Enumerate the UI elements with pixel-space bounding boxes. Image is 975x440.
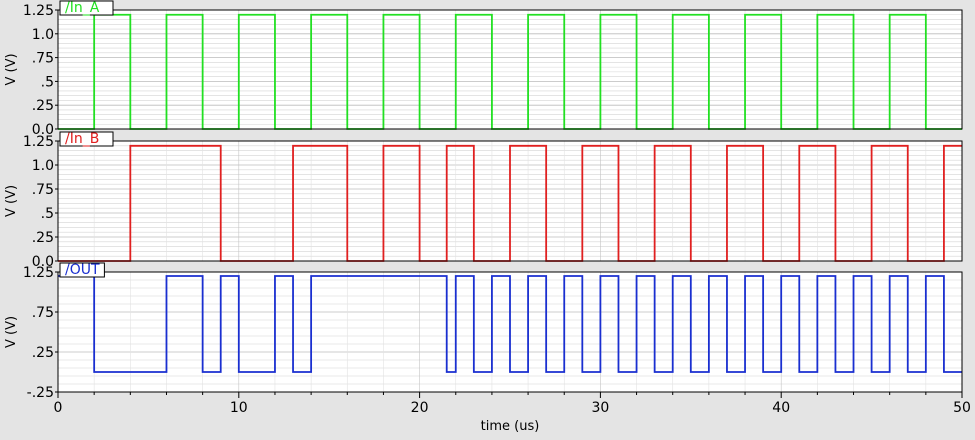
legend-box xyxy=(59,131,114,147)
y-tick-label: 0.0 xyxy=(32,254,54,270)
x-tick-label: 30 xyxy=(591,400,609,416)
x-tick-label: 10 xyxy=(230,400,248,416)
y-axis-title: V (V) xyxy=(4,316,19,348)
legend-entry[interactable]: /In_B xyxy=(59,131,114,147)
legend-box xyxy=(59,262,105,278)
legend-entry[interactable]: /OUT xyxy=(59,262,105,278)
plot-area xyxy=(58,10,962,129)
legend-label[interactable]: /OUT xyxy=(65,262,100,278)
y-tick-label: .75 xyxy=(32,51,54,67)
y-tick-label: .5 xyxy=(41,206,54,222)
plot-frame xyxy=(57,9,963,130)
x-axis-title: time (us) xyxy=(481,419,540,434)
legend-label[interactable]: /In_A xyxy=(65,0,100,16)
y-tick-label: 1.25 xyxy=(23,3,54,19)
y-axis-title: V (V) xyxy=(4,185,19,217)
signal-trace xyxy=(58,275,962,373)
legend-entry[interactable]: /In_A xyxy=(59,0,114,16)
y-tick-label: 1.0 xyxy=(32,27,54,43)
y-tick-label: 1.25 xyxy=(23,265,54,281)
y-axis-title: V (V) xyxy=(4,53,19,85)
legend-label[interactable]: /In_B xyxy=(65,131,99,147)
legend-box xyxy=(59,0,114,16)
signal-trace xyxy=(58,144,962,262)
y-tick-label: .75 xyxy=(32,182,54,198)
x-tick-label: 50 xyxy=(953,400,971,416)
y-tick-label: 1.0 xyxy=(32,158,54,174)
y-tick-label: -.25 xyxy=(27,385,54,401)
panel-in_a: 0.0 .25 .5 .75 1.0 1.25 V (V) /In_A xyxy=(4,0,963,138)
y-tick-label: .25 xyxy=(32,98,54,114)
panel-in_b: 0.0 .25 .5 .75 1.0 1.25 V (V) /In_B xyxy=(4,131,963,270)
y-tick-label: .5 xyxy=(41,74,54,90)
x-tick-label: 0 xyxy=(54,400,63,416)
x-tick-label: 40 xyxy=(772,400,790,416)
y-tick-label: .25 xyxy=(32,345,54,361)
y-tick-label: .75 xyxy=(32,305,54,321)
plot-frame xyxy=(57,140,963,262)
y-tick-label: 1.25 xyxy=(23,134,54,150)
y-tick-label: 0.0 xyxy=(32,122,54,138)
panel-out: -.25 .25 .75 1.25 V (V) /OUT xyxy=(4,262,963,401)
time-axis: 0 10 20 30 40 50 xyxy=(54,392,971,416)
y-tick-label: .25 xyxy=(32,230,54,246)
x-tick-label: 20 xyxy=(411,400,429,416)
plot-frame xyxy=(57,271,963,393)
